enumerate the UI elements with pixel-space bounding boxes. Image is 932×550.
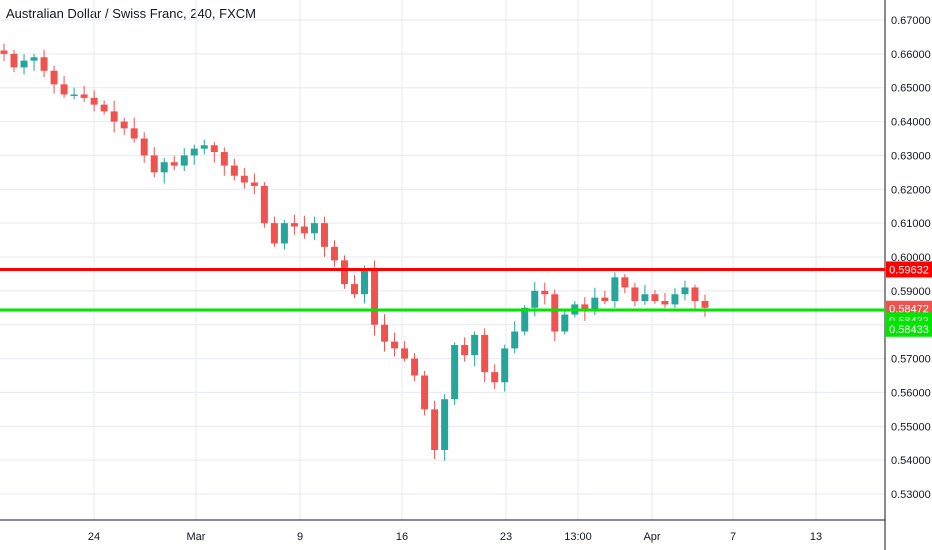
candle-body-down: [170, 162, 178, 166]
candle-body-down: [300, 226, 308, 234]
x-tick-label: Apr: [643, 531, 660, 543]
candle-body-up: [200, 145, 208, 149]
candle-body-up: [280, 223, 288, 244]
candle-body-up: [361, 270, 369, 295]
candle-body-down: [80, 94, 88, 98]
y-tick-label: 0.65000: [891, 83, 931, 95]
candle-body-down: [240, 175, 248, 183]
candle-body-down: [340, 260, 348, 285]
candle-body-down: [90, 97, 98, 105]
candle-body-down: [230, 165, 238, 176]
candle-body-down: [481, 334, 489, 373]
candle-body-down: [100, 104, 108, 112]
y-tick-label: 0.66000: [891, 49, 931, 61]
x-tick-label: 7: [730, 531, 736, 543]
x-tick-label: Mar: [187, 531, 206, 543]
candle-body-down: [651, 294, 659, 302]
candle-body-up: [190, 148, 198, 156]
candle-body-down: [130, 128, 138, 139]
candle-body-down: [60, 84, 68, 95]
candle-body-up: [521, 307, 529, 332]
candle-body-down: [0, 50, 8, 54]
y-tick-label: 0.64000: [891, 117, 931, 129]
candle-body-up: [641, 294, 649, 302]
x-tick-label: 9: [297, 531, 303, 543]
candle-body-down: [320, 223, 328, 247]
candle-body-down: [421, 375, 429, 410]
y-tick-label: 0.59000: [891, 286, 931, 298]
candle-body-down: [10, 53, 18, 68]
candle-body-down: [431, 409, 439, 450]
y-tick-label: 0.57000: [891, 354, 931, 366]
candle-body-down: [631, 287, 639, 302]
chart-title: Australian Dollar / Swiss Franc, 240, FX…: [6, 6, 256, 21]
candle-body-up: [561, 314, 569, 332]
x-tick-label: 24: [88, 531, 100, 543]
price-badge: [886, 320, 932, 337]
candle-body-down: [150, 155, 158, 173]
candle-body-up: [30, 57, 38, 61]
candle-body-down: [140, 138, 148, 156]
candle-body-up: [681, 287, 689, 295]
candle-body-down: [691, 287, 699, 302]
candle-body-down: [701, 301, 709, 308]
x-tick-label: 23: [500, 531, 512, 543]
candle-body-down: [50, 70, 58, 85]
y-tick-label: 0.54000: [891, 455, 931, 467]
y-tick-label: 0.56000: [891, 387, 931, 399]
candle-body-down: [491, 372, 499, 383]
candle-body-up: [451, 345, 459, 400]
candle-body-down: [220, 152, 228, 166]
y-tick-label: 0.61000: [891, 218, 931, 230]
candle-body-down: [541, 290, 549, 295]
y-tick-label: 0.62000: [891, 184, 931, 196]
candle-body-up: [180, 155, 188, 166]
candle-body-up: [591, 297, 599, 312]
candle-body-down: [330, 246, 338, 261]
candle-body-down: [621, 277, 629, 288]
candle-body-down: [601, 297, 609, 302]
candle-body-down: [661, 301, 669, 305]
y-tick-label: 0.67000: [891, 15, 931, 27]
candle-body-up: [471, 334, 479, 356]
x-tick-label: 16: [396, 531, 408, 543]
x-tick-label: 13: [810, 531, 822, 543]
candle-body-down: [250, 182, 258, 186]
y-tick-label: 0.63000: [891, 150, 931, 162]
candle-body-down: [351, 284, 358, 295]
candle-body-down: [401, 348, 409, 359]
y-tick-label: 0.55000: [891, 421, 931, 433]
candle-body-up: [310, 223, 318, 234]
candle-body-up: [671, 294, 679, 305]
price-badge: [886, 261, 932, 278]
candle-body-down: [461, 345, 469, 356]
candle-body-down: [411, 358, 419, 376]
candle-body-down: [581, 304, 589, 312]
candle-body-up: [20, 60, 28, 68]
candle-body-down: [381, 324, 389, 342]
candle-body-up: [70, 94, 78, 96]
candle-body-down: [391, 341, 399, 349]
candle-body-down: [371, 270, 379, 325]
candle-body-up: [441, 399, 449, 450]
y-tick-label: 0.53000: [891, 489, 931, 501]
candle-body-up: [531, 290, 539, 308]
candle-body-up: [501, 348, 509, 383]
candle-body-down: [270, 223, 278, 244]
candle-body-up: [611, 277, 619, 302]
candle-body-down: [210, 145, 218, 153]
candle-body-down: [260, 185, 268, 224]
candle-body-down: [290, 223, 298, 227]
candle-body-up: [511, 331, 519, 349]
y-tick-label: 0.60000: [891, 252, 931, 264]
candle-body-down: [551, 294, 559, 332]
x-tick-label: 13:00: [564, 531, 592, 543]
candle-body-up: [160, 162, 168, 173]
price-badge-label: 0.58433: [889, 324, 929, 336]
candle-body-down: [110, 111, 118, 122]
price-badge-label: 0.59632: [889, 264, 929, 276]
candle-body-down: [120, 121, 128, 129]
candle-body-down: [40, 57, 48, 71]
